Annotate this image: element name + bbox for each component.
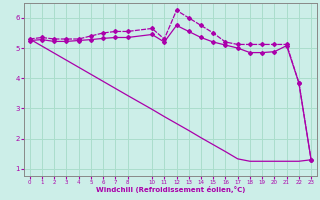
- X-axis label: Windchill (Refroidissement éolien,°C): Windchill (Refroidissement éolien,°C): [96, 186, 245, 193]
